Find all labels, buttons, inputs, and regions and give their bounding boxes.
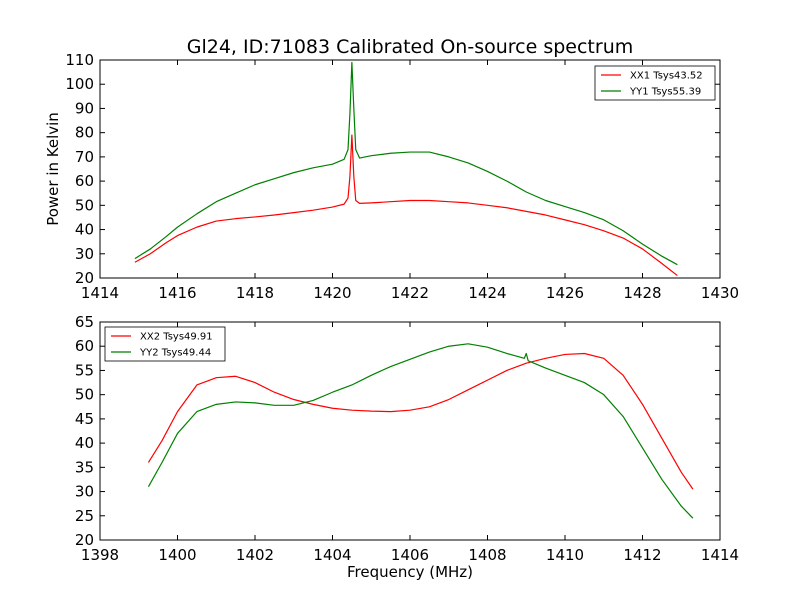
x-tick-label: 1422	[391, 284, 429, 302]
y-tick-label: 50	[75, 386, 94, 404]
x-tick-label: 1420	[313, 284, 351, 302]
x-tick-label: 1414	[701, 546, 739, 564]
legend-label: XX1 Tsys43.52	[630, 71, 703, 82]
x-tick-label: 1410	[546, 546, 584, 564]
y-tick-label: 60	[75, 337, 94, 355]
series-line-2	[134, 61, 678, 266]
x-tick-label: 1404	[313, 546, 351, 564]
y-tick-label: 65	[75, 313, 94, 331]
y-tick-label: 80	[75, 124, 94, 142]
x-tick-label: 1426	[546, 284, 584, 302]
y-tick-label: 50	[75, 196, 94, 214]
y-tick-label: 30	[75, 245, 94, 263]
series-line-1	[147, 352, 694, 490]
x-tick-label: 1424	[468, 284, 506, 302]
x-tick-label: 1402	[236, 546, 274, 564]
y-tick-label: 90	[75, 99, 94, 117]
y-tick-label: 40	[75, 434, 94, 452]
x-axis-label: Frequency (MHz)	[347, 563, 473, 581]
y-tick-label: 60	[75, 172, 94, 190]
y-tick-label: 40	[75, 221, 94, 239]
y-tick-label: 100	[65, 75, 94, 93]
y-tick-label: 20	[75, 531, 94, 549]
legend-box	[594, 65, 716, 101]
legend: XX1 Tsys43.52 YY1 Tsys55.39	[594, 65, 716, 101]
legend-label: XX2 Tsys49.91	[140, 332, 213, 343]
legend: XX2 Tsys49.91 YY2 Tsys49.44	[104, 326, 226, 362]
top-plot-area: 1414 1416 1418 1420 1422 1424 1426 1428 1430 20 30…	[65, 51, 739, 302]
y-tick-label: 45	[75, 410, 94, 428]
series-line-1	[134, 134, 678, 277]
legend-label: YY2 Tsys49.44	[139, 348, 211, 359]
bottom-plot-area: 1398 1400 1402 1404 1406 1408 1410 1412 1414 20 25…	[75, 313, 739, 564]
x-tick-label: 1398	[81, 546, 119, 564]
x-tick-label: 1430	[701, 284, 739, 302]
x-tick-label: 1408	[468, 546, 506, 564]
x-tick-label: 1416	[158, 284, 196, 302]
x-tick-label: 1412	[623, 546, 661, 564]
legend-label: YY1 Tsys55.39	[629, 87, 701, 98]
y-tick-label: 55	[75, 361, 94, 379]
x-tick-label: 1414	[81, 284, 119, 302]
series-line-2	[147, 343, 694, 519]
y-tick-label: 35	[75, 458, 94, 476]
y-axis-label: Power in Kelvin	[44, 112, 62, 226]
x-tick-label: 1406	[391, 546, 429, 564]
legend-box	[104, 326, 226, 362]
y-tick-label: 110	[65, 51, 94, 69]
chart-title: Gl24, ID:71083 Calibrated On-source spec…	[187, 36, 634, 58]
y-tick-label: 20	[75, 269, 94, 287]
y-tick-label: 70	[75, 148, 94, 166]
x-tick-label: 1400	[158, 546, 196, 564]
y-tick-label: 25	[75, 507, 94, 525]
x-tick-label: 1428	[623, 284, 661, 302]
y-tick-label: 30	[75, 483, 94, 501]
x-tick-label: 1418	[236, 284, 274, 302]
